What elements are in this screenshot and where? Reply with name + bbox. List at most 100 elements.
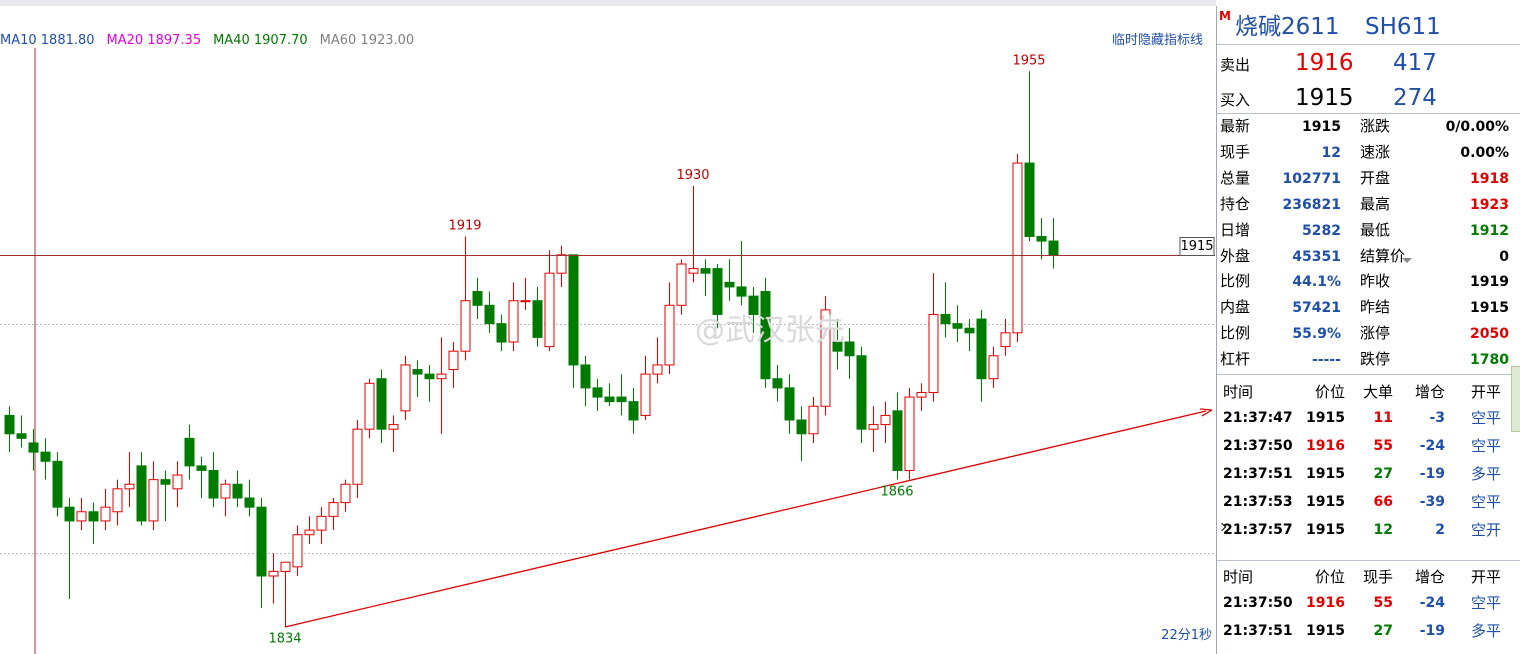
candle-body [964,327,975,334]
high-label: 1919 [448,218,481,233]
candle-body [832,341,843,352]
quote-panel: M 烧碱2611 SH611 卖出 1916 417 买入 1915 274 最… [1216,6,1520,654]
column-header: 价位 [1314,568,1345,586]
candle-body [484,304,495,325]
column-header: 增仓 [1414,383,1445,401]
trend-line [284,410,1207,628]
candle-body [340,483,351,504]
top-bar [0,0,1216,6]
indicator-legend: MA10 1881.80 MA20 1897.35 MA40 1907.70 MA60… [0,33,414,48]
stat-label: 最低 [1360,220,1391,239]
candle-body [40,451,51,462]
trade-cell: 空平 [1471,409,1502,427]
candle-body [880,414,891,426]
stat-label: 现手 [1220,142,1251,161]
trade-cell: 11 [1373,410,1393,426]
legend-entry: MA40 1907.70 [213,33,308,48]
trade-cell: 21:37:53 [1223,494,1293,510]
bid-label: 买入 [1220,91,1251,109]
trade-cell: 21:37:50 [1223,595,1293,611]
candle-body [412,369,423,375]
candle-body [448,350,459,371]
trade-cell: 55 [1373,438,1393,454]
stat-value: 5282 [1302,222,1341,239]
stat-value: 2050 [1470,326,1509,343]
stat-label: 涨跌 [1360,117,1391,135]
trade-cell: -24 [1419,595,1445,611]
candle-body [256,506,267,577]
candle-body [844,341,855,357]
grid [0,324,1215,554]
divider [1217,44,1520,45]
candle-body [1024,162,1035,237]
trade-cell: -39 [1419,494,1445,510]
bid-price: 1915 [1295,85,1354,111]
stat-label: 开盘 [1360,168,1391,187]
trade-cell: 21:37:47 [1223,410,1293,426]
bid-volume: 274 [1393,85,1437,111]
trade-cell: 21:37:50 [1223,438,1293,454]
candle-body [160,479,171,485]
column-header: 价位 [1314,383,1345,401]
stat-label: 昨结 [1360,298,1391,317]
high-label: 1930 [676,168,709,183]
stat-value: 1918 [1470,170,1509,187]
candle-body [472,291,483,306]
candle-body [604,396,615,403]
candle-body [88,511,99,522]
candle-body [172,474,183,490]
candle-body [784,387,795,421]
candle-body [988,355,999,380]
stat-value: 0.00% [1460,144,1509,161]
scrollbar[interactable] [1511,366,1520,432]
hide-indicator-button[interactable]: 临时隐藏指标线 [1112,33,1203,48]
candle-body [376,378,387,430]
candle-body [268,570,279,577]
candle-body [856,355,867,430]
low-label: 1866 [880,485,913,500]
candle-body [4,414,15,435]
candle-body [1000,332,1011,348]
stat-value: 45351 [1292,248,1341,265]
candle-body [868,424,879,430]
candle-body [892,410,903,471]
trade-cell: 多平 [1471,622,1502,640]
dropdown-arrow[interactable] [1402,258,1412,263]
candle-body [220,483,231,499]
candle-body [940,313,951,325]
legend-entry: MA10 1881.80 [0,33,95,48]
stat-value: 57421 [1292,300,1341,317]
stat-value: 1912 [1470,222,1509,239]
trade-cell: 1915 [1306,466,1345,482]
trade-cell: 1915 [1306,410,1345,426]
stat-label: 结算价 [1360,246,1406,265]
stat-label: 杠杆 [1220,350,1251,369]
stat-label: 昨收 [1360,272,1391,291]
code: SH611 [1365,14,1441,40]
candle-body [364,382,375,430]
candle-body [760,291,771,380]
low-label: 1834 [268,631,301,646]
trade-cell: 1915 [1306,623,1345,639]
candle-body [772,378,783,389]
candle-body [700,268,711,274]
candle-body [928,313,939,393]
candle-body [388,424,399,430]
candle-body [292,534,303,568]
stat-value: 102771 [1282,170,1341,187]
watermark: @武汉张先 [695,313,845,348]
column-header: 开平 [1471,568,1502,586]
divider [1217,374,1520,375]
trade-cell: 21:37:51 [1223,623,1293,639]
price-tag-box [1179,237,1215,256]
price-tag: 1915 [1180,239,1213,254]
stat-value: 44.1% [1292,274,1341,291]
candle-body [652,364,663,375]
ask-price: 1916 [1295,50,1354,76]
candle-body [64,506,75,522]
trade-cell: 空平 [1471,437,1502,455]
candle-body [424,373,435,380]
chart: MA10 1881.80 MA20 1897.35 MA40 1907.70 MA60… [0,0,1216,654]
candle-body [952,323,963,329]
trade-cell: 21:37:51 [1223,466,1293,482]
